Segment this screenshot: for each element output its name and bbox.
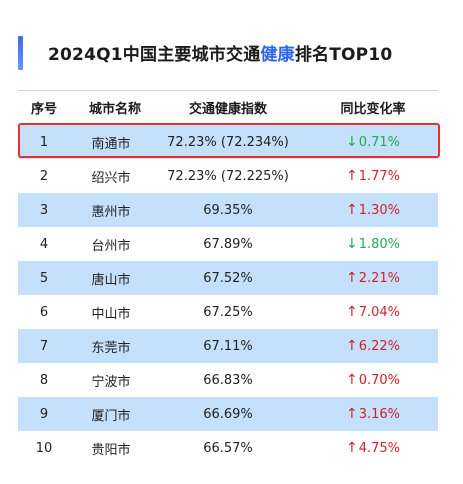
table-row: 6 中山市 67.25% ↑ 7.04% — [18, 295, 438, 329]
yoy-value: 2.21% — [358, 270, 401, 286]
header-rank: 序号 — [30, 102, 57, 117]
arrow-up-icon: ↑ — [345, 440, 358, 456]
title-prefix: 2024Q1中国主要城市交通 — [48, 45, 261, 65]
rank-cell: 2 — [39, 168, 49, 184]
rank-cell: 4 — [39, 236, 49, 252]
rank-cell: 9 — [39, 406, 49, 422]
table-row: 9 厦门市 66.69% ↑ 3.16% — [18, 397, 438, 431]
header-yoy: 同比变化率 — [340, 102, 406, 117]
rank-cell: 10 — [35, 440, 53, 456]
arrow-up-icon: ↑ — [345, 372, 358, 388]
yoy-value: 0.71% — [358, 134, 401, 150]
rank-cell: 6 — [39, 304, 49, 320]
rank-cell: 8 — [39, 372, 49, 388]
index-cell: 66.69% — [203, 406, 253, 422]
ranking-table: 序号 城市名称 交通健康指数 同比变化率 1 南通市 72.23% (72.23… — [18, 90, 438, 465]
table-row: 4 台州市 67.89% ↓ 1.80% — [18, 227, 438, 261]
index-cell: 66.57% — [203, 440, 253, 456]
index-cell: 66.83% — [203, 372, 253, 388]
yoy-value: 1.80% — [358, 236, 401, 252]
header-index: 交通健康指数 — [188, 102, 267, 117]
rank-cell: 1 — [39, 134, 49, 150]
city-cell: 绍兴市 — [91, 170, 131, 186]
yoy-cell: ↓ 1.80% — [308, 227, 438, 261]
table-header-row: 序号 城市名称 交通健康指数 同比变化率 — [18, 90, 438, 125]
title-accent-bar — [18, 36, 23, 70]
rank-cell: 3 — [39, 202, 49, 218]
table-row: 7 东莞市 67.11% ↑ 6.22% — [18, 329, 438, 363]
arrow-down-icon: ↓ — [345, 134, 358, 150]
yoy-value: 1.30% — [358, 202, 401, 218]
yoy-cell: ↑ 2.21% — [308, 261, 438, 295]
table-row: 10 贵阳市 66.57% ↑ 4.75% — [18, 431, 438, 465]
index-cell: 69.35% — [203, 202, 253, 218]
rank-cell: 5 — [39, 270, 49, 286]
yoy-value: 4.75% — [358, 440, 401, 456]
yoy-cell: ↑ 6.22% — [308, 329, 438, 363]
table-row: 5 唐山市 67.52% ↑ 2.21% — [18, 261, 438, 295]
table-row: 1 南通市 72.23% (72.234%) ↓ 0.71% — [18, 125, 438, 159]
yoy-value: 7.04% — [358, 304, 401, 320]
yoy-cell: ↑ 0.70% — [308, 363, 438, 397]
yoy-cell: ↑ 3.16% — [308, 397, 438, 431]
arrow-up-icon: ↑ — [345, 168, 358, 184]
yoy-cell: ↓ 0.71% — [308, 125, 438, 159]
index-cell: 72.23% (72.225%) — [167, 168, 289, 184]
arrow-up-icon: ↑ — [345, 202, 358, 218]
title-suffix: 排名TOP10 — [294, 45, 393, 65]
yoy-cell: ↑ 4.75% — [308, 431, 438, 465]
page-title: 2024Q1中国主要城市交通健康排名TOP10 — [48, 40, 392, 65]
header-city: 城市名称 — [88, 102, 141, 117]
yoy-value: 3.16% — [358, 406, 401, 422]
arrow-down-icon: ↓ — [345, 236, 358, 252]
arrow-up-icon: ↑ — [345, 338, 358, 354]
index-cell: 72.23% (72.234%) — [167, 134, 289, 150]
table-row: 8 宁波市 66.83% ↑ 0.70% — [18, 363, 438, 397]
index-cell: 67.89% — [203, 236, 253, 252]
index-cell: 67.52% — [203, 270, 253, 286]
yoy-value: 6.22% — [358, 338, 401, 354]
city-cell: 惠州市 — [91, 204, 131, 220]
table-row: 3 惠州市 69.35% ↑ 1.30% — [18, 193, 438, 227]
arrow-up-icon: ↑ — [345, 406, 358, 422]
index-cell: 67.11% — [203, 338, 253, 354]
yoy-cell: ↑ 7.04% — [308, 295, 438, 329]
yoy-value: 1.77% — [358, 168, 401, 184]
table-row: 2 绍兴市 72.23% (72.225%) ↑ 1.77% — [18, 159, 438, 193]
city-cell: 台州市 — [91, 238, 131, 254]
yoy-cell: ↑ 1.30% — [308, 193, 438, 227]
arrow-up-icon: ↑ — [345, 270, 358, 286]
city-cell: 贵阳市 — [91, 442, 131, 458]
city-cell: 中山市 — [91, 306, 131, 322]
index-cell: 67.25% — [203, 304, 253, 320]
rank-cell: 7 — [39, 338, 49, 354]
city-cell: 宁波市 — [91, 374, 131, 390]
yoy-value: 0.70% — [358, 372, 401, 388]
title-highlight: 健康 — [260, 45, 295, 65]
arrow-up-icon: ↑ — [345, 304, 358, 320]
city-cell: 南通市 — [91, 136, 131, 152]
city-cell: 厦门市 — [91, 408, 131, 424]
city-cell: 唐山市 — [91, 272, 131, 288]
city-cell: 东莞市 — [91, 340, 131, 356]
yoy-cell: ↑ 1.77% — [308, 159, 438, 193]
